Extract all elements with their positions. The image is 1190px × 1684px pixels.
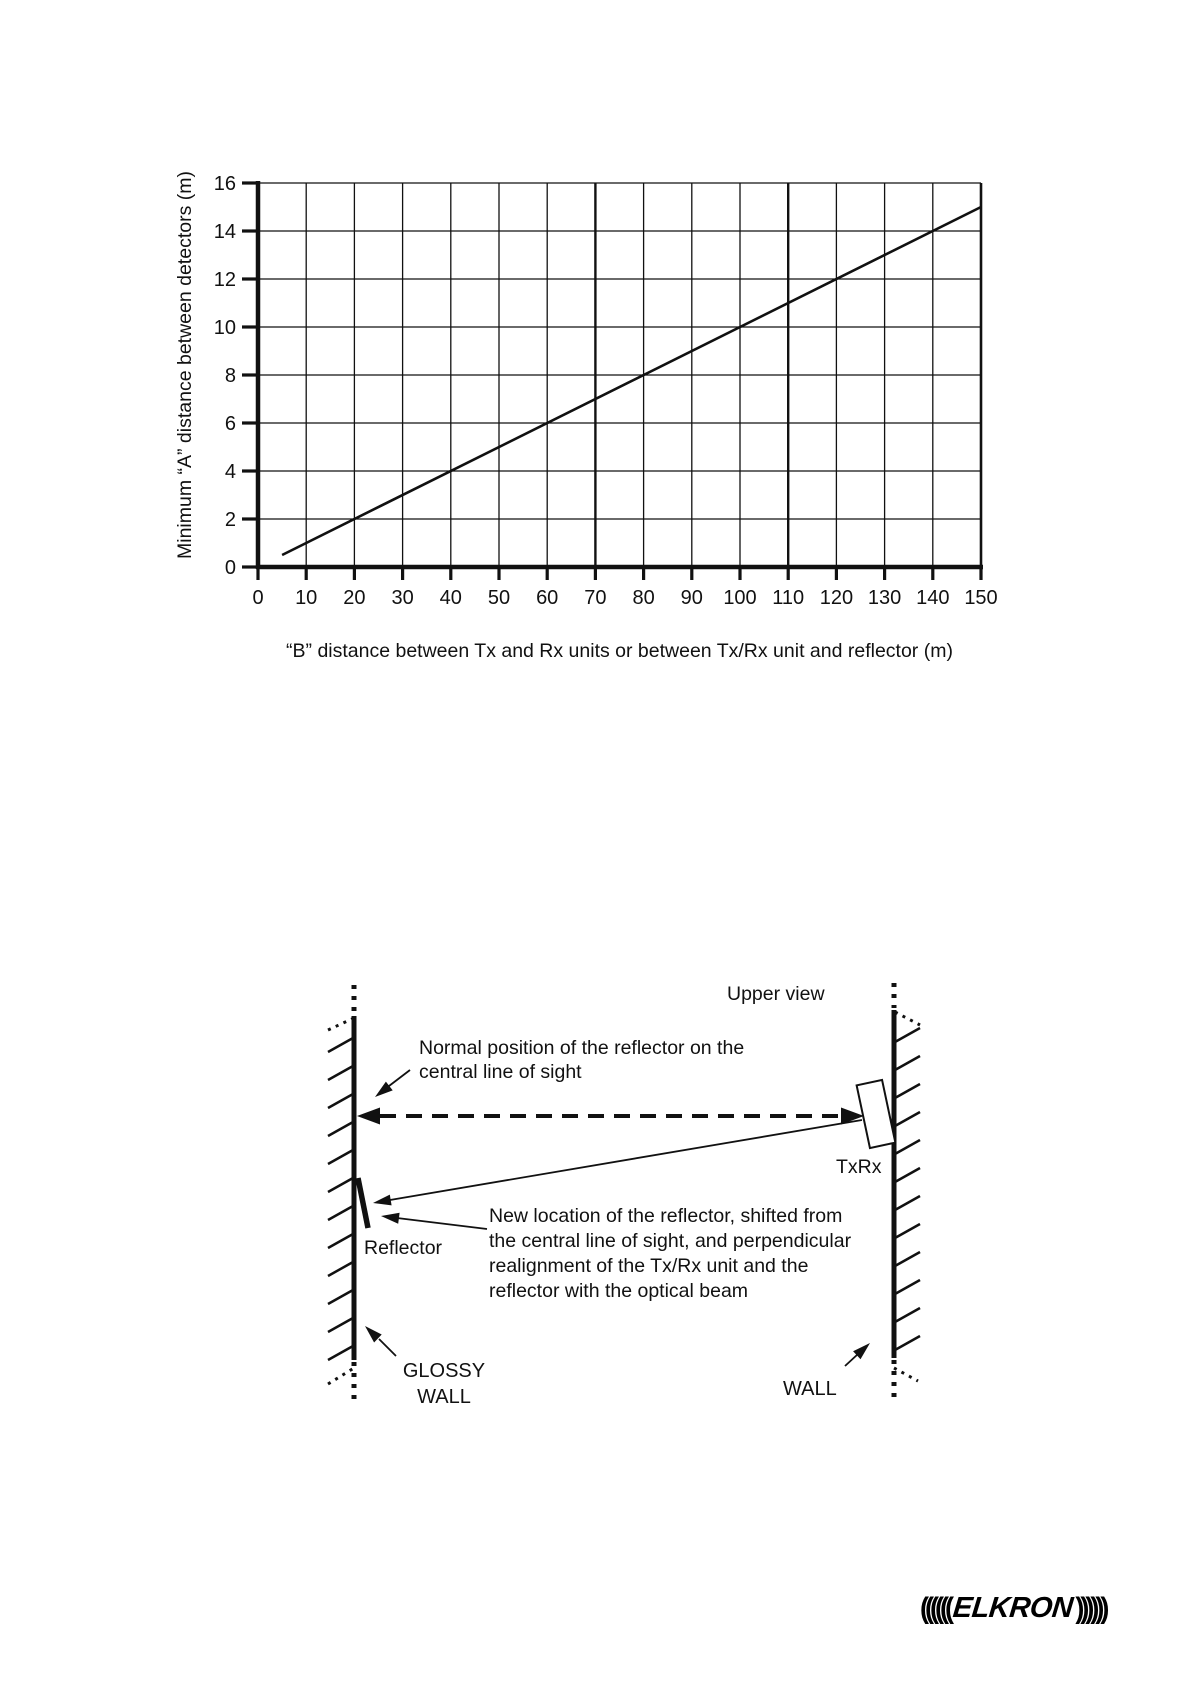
svg-text:130: 130 (868, 587, 901, 609)
svg-text:120: 120 (820, 587, 853, 609)
svg-text:70: 70 (584, 587, 606, 609)
svg-text:140: 140 (916, 587, 949, 609)
right-wall-hatching (894, 1026, 921, 1352)
glossy-wall-pointer-arrowhead (365, 1326, 382, 1343)
txrx-label: TxRx (836, 1156, 882, 1178)
logo-left-waves-icon: (((((( (920, 1591, 954, 1625)
svg-text:10: 10 (214, 317, 236, 339)
svg-text:20: 20 (343, 587, 365, 609)
svg-text:10: 10 (295, 587, 317, 609)
chart-x-axis-title: “B” distance between Tx and Rx units or … (286, 640, 953, 662)
left-wall-dotted-diagonal-bottom (327, 1366, 355, 1386)
svg-text:12: 12 (214, 269, 236, 291)
left-wall-dotted-diagonal-top (327, 1016, 355, 1032)
svg-text:0: 0 (225, 557, 236, 579)
normal-position-pointer-line (388, 1069, 411, 1087)
logo-text: ELKRON (951, 1592, 1075, 1624)
new-location-pointer-arrowhead (381, 1212, 400, 1224)
svg-text:150: 150 (964, 587, 997, 609)
svg-text:2: 2 (225, 509, 236, 531)
reflector-shape (355, 1177, 371, 1229)
svg-text:14: 14 (214, 221, 236, 243)
wall-pointer-line (844, 1353, 859, 1367)
new-location-annotation: New location of the reflector, shifted f… (489, 1205, 852, 1302)
svg-text:50: 50 (488, 587, 510, 609)
wall-pointer-arrowhead (853, 1343, 870, 1360)
central-line-arrowhead-right (841, 1107, 864, 1125)
svg-text:60: 60 (536, 587, 558, 609)
svg-text:100: 100 (723, 587, 756, 609)
line-chart-svg: 0 10 20 30 40 50 60 70 80 90 100 110 120 130 140 150 0 2 4… (214, 173, 998, 609)
central-line-arrowhead-left (357, 1107, 380, 1125)
new-location-pointer-line (396, 1217, 488, 1230)
svg-text:80: 80 (632, 587, 654, 609)
optical-beam-line (389, 1119, 863, 1201)
svg-text:0: 0 (252, 587, 263, 609)
svg-text:30: 30 (391, 587, 413, 609)
svg-text:40: 40 (440, 587, 462, 609)
svg-text:4: 4 (225, 461, 236, 483)
svg-text:110: 110 (772, 587, 804, 609)
upper-view-diagram-svg (327, 983, 921, 1402)
glossy-wall-label: GLOSSY WALL (402, 1360, 486, 1408)
right-wall-dotted-diagonal-bottom (893, 1366, 919, 1383)
svg-text:16: 16 (214, 173, 236, 195)
txrx-unit (855, 1078, 897, 1150)
upper-view-title: Upper view (727, 983, 825, 1005)
elkron-logo: (((((( ELKRON )))))) (920, 1591, 1109, 1625)
svg-text:90: 90 (681, 587, 703, 609)
normal-position-annotation: Normal position of the reflector on the … (419, 1037, 745, 1083)
optical-beam-arrowhead (373, 1194, 392, 1206)
svg-text:6: 6 (225, 413, 236, 435)
normal-position-pointer-arrowhead (375, 1081, 393, 1097)
glossy-wall-pointer-line (378, 1338, 397, 1357)
logo-right-waves-icon: )))))) (1075, 1591, 1109, 1625)
left-wall-hatching (327, 1036, 354, 1362)
svg-text:8: 8 (225, 365, 236, 387)
reflector-label: Reflector (364, 1237, 443, 1259)
right-wall-dotted-diagonal-top (894, 1010, 921, 1027)
wall-label: WALL (783, 1378, 837, 1400)
